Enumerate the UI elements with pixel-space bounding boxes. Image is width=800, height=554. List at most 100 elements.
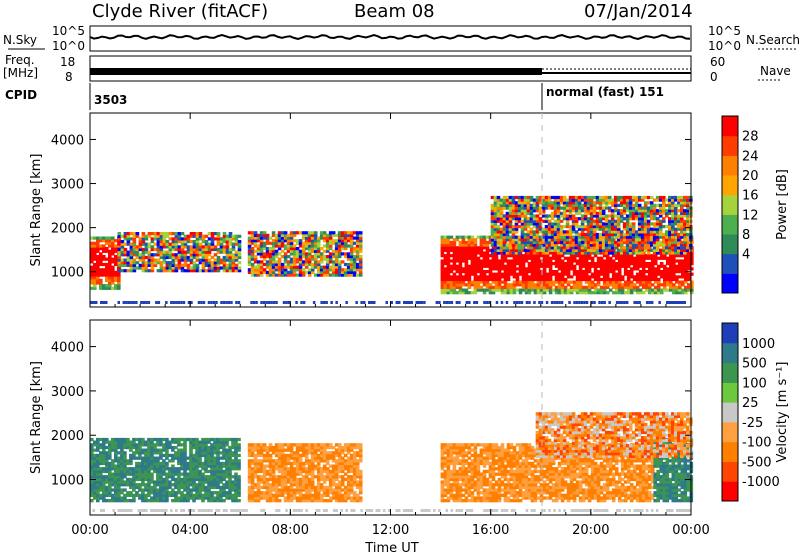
power-cell: [213, 261, 218, 265]
power-cell: [524, 283, 529, 287]
power-cell: [562, 211, 567, 215]
power-cell: [547, 203, 552, 207]
power-cell: [511, 238, 516, 242]
power-cell: [349, 233, 354, 237]
velocity-cell: [96, 456, 100, 460]
power-cell: [301, 262, 306, 267]
power-cell: [647, 288, 652, 292]
power-cell: [505, 217, 510, 221]
power-cell: [536, 275, 541, 279]
power-cell: [452, 243, 457, 247]
velocity-cell: [150, 472, 154, 476]
power-cell: [593, 277, 598, 282]
power-cell: [646, 219, 651, 223]
power-cell: [482, 264, 487, 268]
power-cell: [577, 246, 582, 250]
power-cell: [90, 281, 94, 285]
power-cell: [593, 288, 598, 292]
power-cell: [625, 230, 630, 234]
power-cell: [643, 209, 648, 213]
power-cell: [470, 256, 475, 260]
power-ytick-label: 3000: [51, 178, 84, 193]
power-cell: [177, 255, 182, 260]
power-cell: [569, 285, 574, 289]
power-cell: [493, 235, 498, 239]
power-cell: [358, 231, 363, 235]
power-cell: [538, 235, 543, 239]
velocity-cell: [96, 496, 100, 500]
power-cell: [620, 291, 625, 295]
power-cell: [625, 246, 630, 250]
power-cell: [643, 227, 648, 231]
velocity-cell: [162, 464, 166, 468]
velocity-cell: [138, 493, 142, 497]
velocity-cell: [132, 467, 136, 471]
power-cell: [301, 273, 306, 277]
power-cell: [601, 232, 606, 237]
power-cell: [174, 247, 179, 252]
power-cell: [668, 232, 672, 237]
power-ground-cell: [473, 301, 476, 304]
velocity-cell: [162, 453, 166, 458]
power-cell: [599, 251, 604, 255]
nsky-trace: [89, 33, 691, 41]
power-cell: [610, 211, 615, 215]
velocity-cell: [183, 451, 187, 455]
velocity-cell: [156, 483, 160, 487]
velocity-cell: [195, 475, 199, 479]
power-cell: [165, 253, 170, 257]
power-cell: [650, 283, 655, 287]
power-cell: [658, 214, 663, 218]
power-cell: [580, 219, 585, 223]
power-cell: [687, 283, 691, 287]
power-cell: [289, 270, 294, 274]
power-cell: [683, 232, 687, 237]
power-cell: [641, 248, 646, 252]
power-cell: [440, 270, 445, 274]
power-cell: [538, 243, 543, 247]
power-ground-cell: [650, 301, 654, 304]
power-cell: [533, 277, 538, 282]
velocity-cell: [129, 456, 133, 460]
velocity-cell: [120, 448, 124, 452]
power-cell: [589, 251, 594, 255]
power-cell: [490, 209, 495, 213]
power-cell: [523, 195, 528, 200]
power-cell: [622, 240, 627, 245]
power-cell: [681, 288, 685, 292]
power-cell: [162, 261, 167, 265]
power-cell: [592, 225, 597, 229]
power-cell: [629, 283, 634, 287]
power-cell: [446, 256, 451, 260]
power-cell: [599, 259, 604, 263]
power-cell: [488, 264, 493, 268]
power-cell: [663, 288, 667, 292]
power-cell: [568, 232, 573, 237]
power-cell: [162, 237, 167, 241]
velocity-cell: [174, 491, 178, 495]
power-cell: [536, 262, 541, 266]
power-cell: [93, 255, 97, 259]
power-cell: [672, 264, 676, 268]
power-cell: [458, 288, 463, 292]
velocity-cell: [108, 493, 112, 497]
power-cell: [574, 243, 579, 247]
power-cell: [617, 267, 622, 271]
power-cell: [620, 262, 625, 266]
power-cell: [530, 277, 535, 282]
power-cell: [105, 270, 109, 274]
power-cell: [517, 198, 522, 202]
power-cell: [566, 272, 571, 276]
power-cell: [592, 243, 597, 247]
power-cell: [536, 270, 541, 274]
power-cell: [527, 270, 532, 274]
velocity-cell: [102, 456, 106, 460]
velocity-cell: [132, 443, 136, 447]
power-cell: [604, 235, 609, 239]
power-cell: [523, 235, 528, 239]
velocity-cell: [135, 493, 139, 497]
power-cell: [231, 261, 236, 265]
power-cell: [216, 269, 221, 273]
power-cell: [532, 243, 537, 247]
power-cell: [138, 242, 143, 246]
